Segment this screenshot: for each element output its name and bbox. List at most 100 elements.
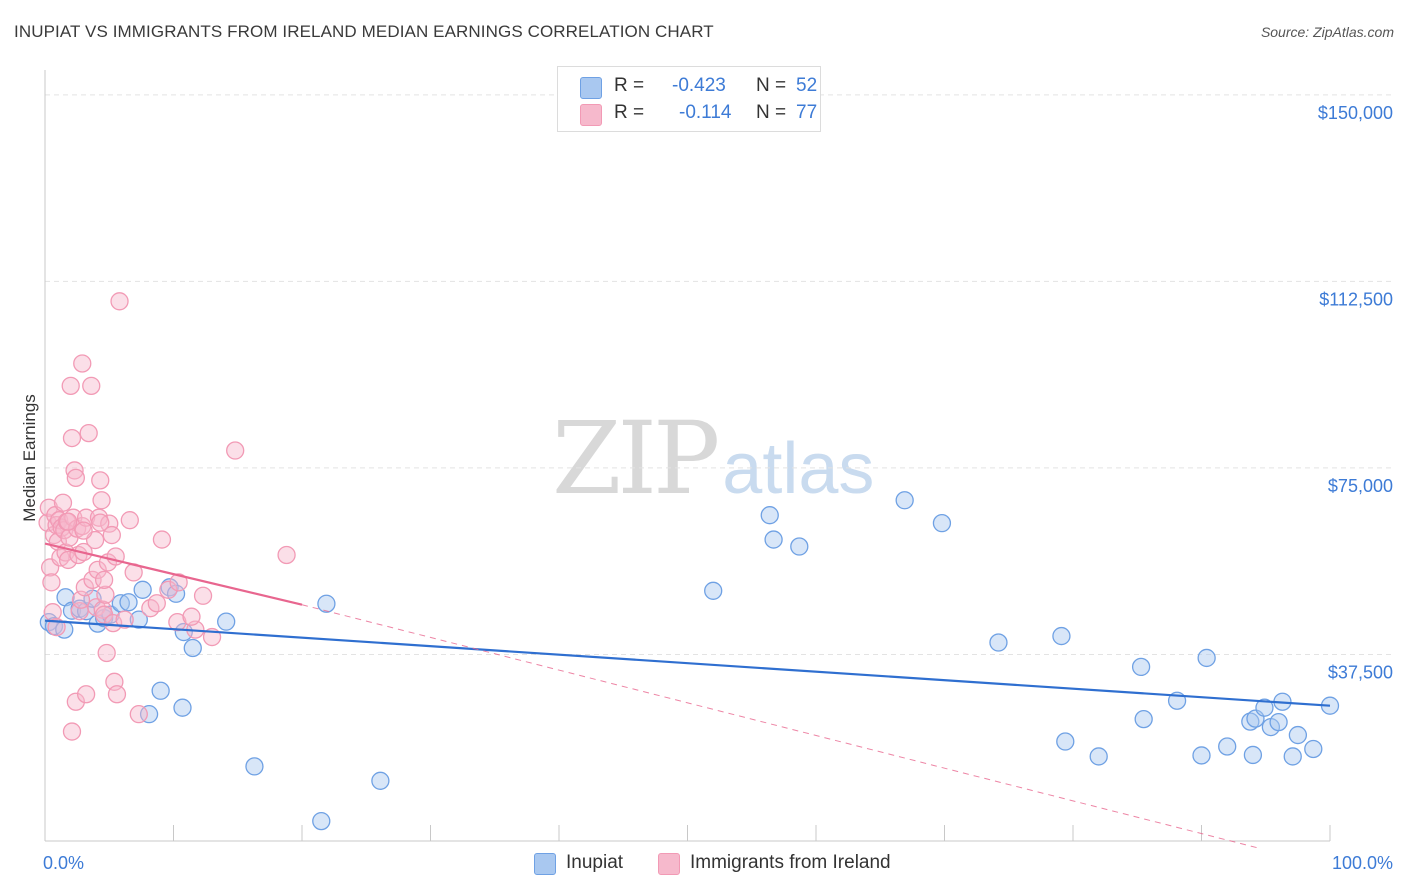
y-tick-label: $37,500 (1328, 662, 1393, 682)
inupiat-point (1241, 712, 1260, 731)
ireland-point (39, 498, 59, 517)
ireland-point (92, 491, 111, 510)
y-tick-label: $150,000 (1318, 103, 1393, 123)
correlation-legend: R = -0.423 N = 52 R = -0.114 N = 77 (557, 66, 821, 132)
ireland-point (96, 585, 115, 604)
ireland-point (43, 603, 62, 622)
ireland-point (76, 685, 96, 704)
ireland-point (182, 607, 201, 626)
y-tick-label: $112,500 (1319, 289, 1393, 309)
inupiat-point (151, 681, 170, 700)
ireland-trend-extension (301, 604, 1261, 849)
ireland-point (66, 468, 85, 488)
inupiat-point (1255, 698, 1274, 717)
inupiat-point (1052, 626, 1071, 646)
inupiat-point (174, 622, 193, 642)
ireland-point (58, 550, 78, 570)
legend-r-value: -0.114 (679, 102, 732, 123)
bottom-legend-swatch-inupiat (534, 853, 556, 875)
inupiat-point (932, 513, 952, 533)
ireland-point (103, 613, 123, 633)
legend-r-value: -0.423 (672, 75, 726, 96)
watermark: ZIPatlas (552, 400, 874, 517)
inupiat-point (1197, 648, 1216, 668)
inupiat-point (173, 698, 192, 717)
inupiat-point (1089, 747, 1108, 766)
inupiat-point (764, 530, 783, 549)
inupiat-point (704, 581, 723, 600)
bottom-legend-swatch-ireland (658, 853, 680, 875)
inupiat-point (317, 594, 336, 613)
legend-n-value: 52 (796, 75, 818, 96)
ireland-point (94, 570, 114, 590)
ireland-point (66, 692, 85, 711)
inupiat-point (133, 580, 152, 599)
inupiat-point (371, 771, 390, 790)
inupiat-point (790, 537, 809, 556)
watermark-atlas: atlas (722, 429, 875, 509)
watermark-zip: ZIP (552, 400, 720, 517)
inupiat-point (1243, 745, 1263, 765)
ireland-point (91, 513, 110, 532)
bottom-legend-label: Inupiat (566, 852, 624, 873)
ireland-trend-line (44, 542, 303, 606)
ireland-point (129, 705, 148, 724)
ireland-point (53, 493, 73, 512)
source-credit: Source: ZipAtlas.com (1260, 24, 1394, 40)
ireland-point (193, 586, 213, 605)
ireland-point (62, 428, 82, 448)
ireland-point (73, 354, 92, 373)
legend-n-label: N = (756, 75, 787, 96)
ireland-point (120, 511, 139, 530)
inupiat-point (895, 491, 914, 510)
legend-r-label: R = (614, 102, 645, 123)
inupiat-point (312, 811, 331, 831)
ireland-point (152, 530, 172, 549)
inupiat-point (183, 638, 202, 658)
inupiat-point (1131, 657, 1151, 677)
legend-n-value: 77 (796, 102, 818, 123)
inupiat-point (129, 610, 148, 629)
inupiat-point (1134, 709, 1153, 729)
ireland-point (74, 521, 93, 540)
inupiat-point (139, 705, 159, 724)
ireland-point (88, 560, 107, 580)
inupiat-point (1283, 747, 1302, 766)
inupiat-point (1288, 725, 1308, 745)
inupiat-point (1056, 732, 1075, 751)
ireland-point (97, 643, 116, 663)
ireland-point (107, 685, 127, 704)
ireland-point (102, 525, 121, 545)
ireland-point (58, 512, 78, 531)
legend-n-label: N = (756, 102, 787, 123)
inupiat-point (217, 612, 236, 631)
inupiat-point (119, 593, 138, 612)
ireland-point (110, 292, 129, 311)
legend-r-label: R = (614, 75, 645, 96)
legend-swatch-inupiat (580, 77, 602, 99)
ireland-point (147, 594, 166, 613)
x-tick-label: 0.0% (43, 853, 84, 873)
inupiat-point (1304, 739, 1323, 759)
ireland-point (75, 578, 94, 597)
x-tick-label: 100.0% (1332, 853, 1393, 873)
ireland-point (226, 441, 245, 460)
ireland-point (115, 610, 134, 629)
inupiat-point (760, 506, 779, 525)
inupiat-trend-line (44, 619, 1331, 707)
ireland-point (62, 722, 82, 741)
ireland-point (79, 423, 98, 443)
bottom-legend-label: Immigrants from Ireland (690, 852, 891, 873)
inupiat-point (245, 757, 264, 776)
ireland-point (42, 573, 61, 592)
ireland-point (61, 376, 80, 396)
ireland-point (91, 471, 110, 490)
inupiat-point (1192, 746, 1211, 765)
ireland-point (82, 376, 101, 396)
legend-swatch-ireland (580, 104, 602, 126)
y-tick-label: $75,000 (1328, 476, 1393, 496)
inupiat-point (1218, 737, 1237, 756)
ireland-point (159, 580, 178, 599)
inupiat-point (1269, 712, 1288, 732)
